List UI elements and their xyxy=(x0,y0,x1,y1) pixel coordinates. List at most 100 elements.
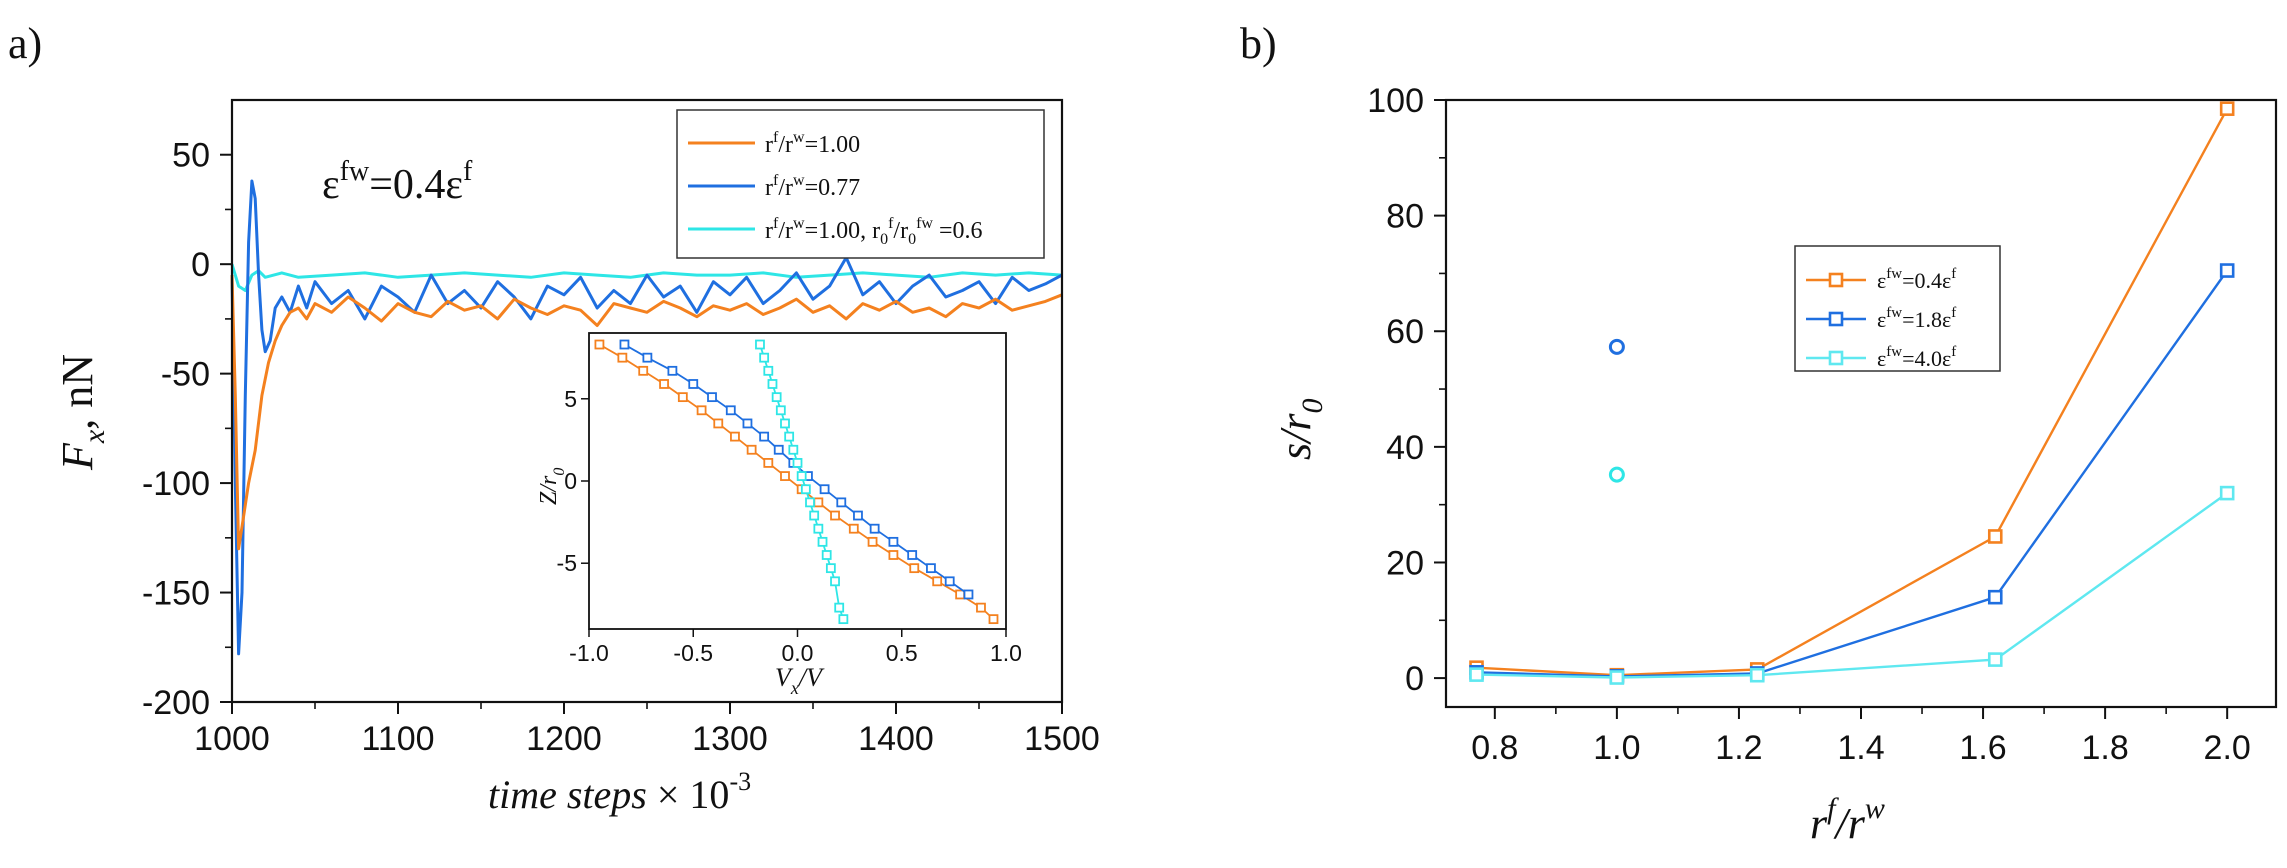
inset-ytick-label: 5 xyxy=(564,386,577,412)
inset-point-orange xyxy=(976,602,986,613)
inset-point-blue xyxy=(963,589,974,600)
panel-b-ytick-label: 20 xyxy=(1386,544,1424,582)
inset-point-orange xyxy=(594,339,605,350)
panel-b-circle-point xyxy=(1608,466,1625,483)
inset-xtick-label: 0.0 xyxy=(782,640,814,666)
panel-b-point-1.8 xyxy=(2219,263,2235,278)
inset-point-cyan xyxy=(755,339,765,350)
inset-point-cyan xyxy=(838,614,849,625)
panel-a-xtick-label: 1300 xyxy=(692,720,768,758)
legend-label-blue: rf/rw=0.77 xyxy=(765,172,860,201)
panel-b: 0.8 1.0 1.2 1.4 1.6 1.8 2.0 100 80 60 40 20 0 εfw=0.… xyxy=(1271,82,2278,848)
panel-b-xlabel: rf/rw xyxy=(1810,792,1885,848)
inset-point-cyan xyxy=(821,550,832,560)
inset-point-blue xyxy=(688,379,699,389)
inset-xtick-label: -1.0 xyxy=(569,640,609,666)
panel-a-xtick-label: 1500 xyxy=(1024,720,1100,758)
inset-point-blue xyxy=(742,418,753,429)
inset-point-cyan xyxy=(784,431,795,442)
legend-label-eps-1.8: εfw=1.8εf xyxy=(1877,305,1956,332)
panel-b-frame xyxy=(1444,98,2278,709)
legend-label-eps-0.4: εfw=0.4εf xyxy=(1877,266,1956,293)
inset-point-orange xyxy=(813,497,824,508)
panel-a-ytick-label: 50 xyxy=(172,137,210,175)
inset-point-cyan xyxy=(759,352,770,363)
inset-point-cyan xyxy=(780,418,790,429)
inset-point-cyan xyxy=(792,458,803,468)
panel-b-point-0.4 xyxy=(1987,529,2003,544)
inset-point-cyan xyxy=(805,497,815,508)
inset-point-cyan xyxy=(763,365,774,376)
inset-point-orange xyxy=(848,523,859,534)
inset-point-cyan xyxy=(800,484,811,495)
panel-b-point-4.0 xyxy=(1609,670,1625,685)
inset-point-orange xyxy=(730,431,740,442)
panel-b-xtick-label: 0.8 xyxy=(1471,729,1518,767)
panel-a-axes: 1000 1100 1200 1300 1400 1500500-50-100-150-2… xyxy=(142,137,1100,758)
inset-point-blue xyxy=(667,365,678,376)
panel-b-legend-marker xyxy=(1828,311,1844,327)
inset-plot-area xyxy=(594,339,999,625)
panel-b-series-4.0 xyxy=(1476,492,2228,679)
inset-point-blue xyxy=(619,339,630,350)
inset-point-orange xyxy=(830,510,840,521)
panel-b-legend-marker xyxy=(1828,350,1844,366)
panel-b-ytick-label: 100 xyxy=(1367,82,1424,120)
inset-point-blue xyxy=(819,484,830,495)
inset-point-orange xyxy=(638,365,649,376)
panel-a-ytick-label: -150 xyxy=(142,575,210,613)
panel-a-xtick-label: 1200 xyxy=(526,720,602,758)
panel-b-ylabel: s/r0 xyxy=(1271,399,1329,460)
panel-b-point-4.0 xyxy=(1749,667,1765,683)
panel-a-ytick-label: 0 xyxy=(191,246,210,284)
panel-b-ytick-label: 40 xyxy=(1386,429,1424,467)
inset-point-cyan xyxy=(771,392,782,403)
panel-b-xtick-label: 1.2 xyxy=(1715,729,1762,767)
inset-point-blue xyxy=(759,431,770,442)
inset-point-blue xyxy=(888,536,899,547)
inset-point-orange xyxy=(867,536,878,547)
inset-point-cyan xyxy=(834,602,845,613)
inset-point-cyan xyxy=(825,563,836,574)
inset-point-cyan xyxy=(788,444,799,455)
panel-b-legend-swatches xyxy=(1806,272,1866,366)
inset-point-cyan xyxy=(813,523,824,534)
inset-point-blue xyxy=(725,405,736,416)
panel-b-xtick-label: 1.4 xyxy=(1837,729,1884,767)
inset-point-cyan xyxy=(775,405,786,416)
panel-b-point-4.0 xyxy=(2219,485,2235,501)
inset-point-orange xyxy=(888,550,899,560)
panel-b-legend: εfw=0.4εf εfw=1.8εf εfw=4.0εf xyxy=(1794,245,2001,372)
inset-point-orange xyxy=(746,444,757,455)
inset-point-blue xyxy=(707,392,717,403)
panel-b-xtick-label: 1.0 xyxy=(1593,729,1640,767)
panel-b-xtick-label: 1.6 xyxy=(1959,729,2006,767)
legend-label-eps-4.0: εfw=4.0εf xyxy=(1877,344,1956,371)
inset-point-cyan xyxy=(817,536,828,547)
inset-point-cyan xyxy=(809,510,820,521)
legend-label-cyan: rf/rw=1.00, r0f/r0fw =0.6 xyxy=(765,215,983,248)
panel-b-xtick-label: 1.8 xyxy=(2081,729,2128,767)
panel-a-xtick-label: 1000 xyxy=(194,720,270,758)
panel-b-ytick-label: 60 xyxy=(1386,313,1424,351)
panel-a-inset: -1.0 -0.5 0.0 0.5 1.0 5 0 -5 Vx/V Z/r0 xyxy=(536,332,1022,698)
inset-point-orange xyxy=(909,563,920,574)
panel-b-point-0.4 xyxy=(2219,101,2235,116)
inset-point-orange xyxy=(932,576,943,587)
panel-a-legend-box xyxy=(676,109,1045,259)
inset-point-orange xyxy=(696,405,707,416)
panel-a-xlabel: time steps × 10-3 xyxy=(488,767,751,817)
panel-a-series-cyan xyxy=(230,263,1063,292)
inset-point-cyan xyxy=(796,471,807,481)
inset-point-orange xyxy=(763,458,774,468)
inset-point-blue xyxy=(773,444,784,455)
inset-ylabel: Z/r0 xyxy=(536,468,568,505)
panel-a-xtick-label: 1400 xyxy=(858,720,934,758)
inset-xtick-label: -0.5 xyxy=(673,640,713,666)
inset-series-orange xyxy=(598,343,995,620)
panel-a-ylabel: Fx, nN xyxy=(53,354,111,471)
inset-point-orange xyxy=(713,418,724,429)
panel-a: 1000 1100 1200 1300 1400 1500500-50-100-150-2… xyxy=(53,98,1100,817)
inset-point-blue xyxy=(926,563,936,574)
